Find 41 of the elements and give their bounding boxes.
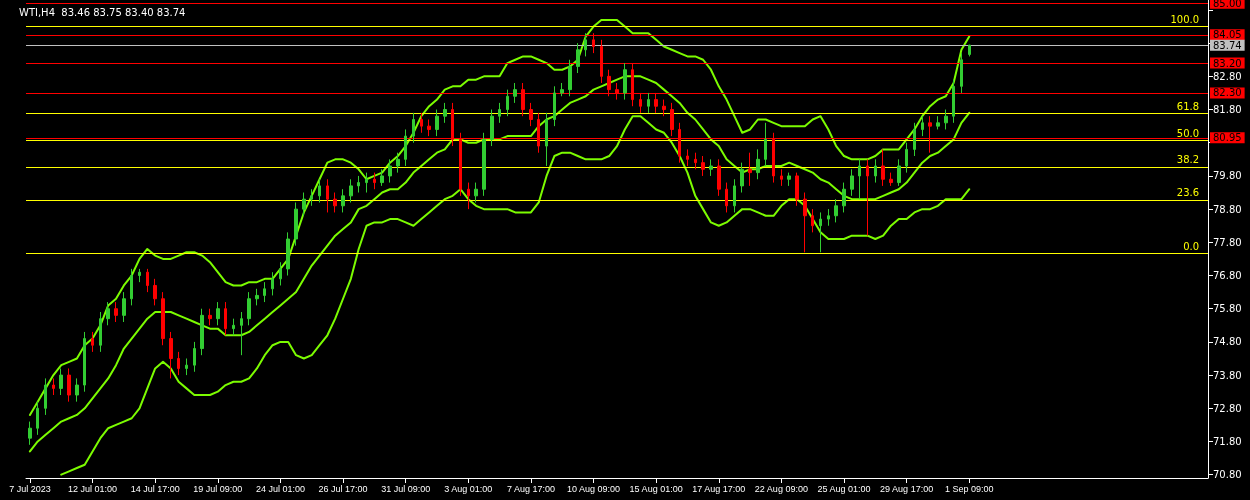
y-tick-label: 78.80 xyxy=(1213,203,1242,215)
y-tick-label: 79.80 xyxy=(1213,170,1242,182)
x-tick-label: 25 Aug 01:00 xyxy=(817,483,871,494)
annotation: 100.0 xyxy=(1170,14,1200,26)
y-tick-label: 74.80 xyxy=(1213,336,1242,348)
x-tick-label: 7 Jul 2023 xyxy=(9,483,51,494)
y-tick-label: 73.80 xyxy=(1213,369,1242,381)
x-tick-label: 10 Aug 09:00 xyxy=(566,483,621,494)
x-tick-label: 15 Aug 01:00 xyxy=(629,483,683,494)
x-tick-label: 17 Aug 17:00 xyxy=(692,483,746,494)
y-tick-label: 81.80 xyxy=(1213,104,1242,116)
annotation: 38.2 xyxy=(1176,154,1200,166)
x-tick-label: 14 Jul 17:00 xyxy=(130,483,180,494)
x-tick-label: 1 Sep 09:00 xyxy=(944,483,994,494)
x-tick-label: 29 Aug 17:00 xyxy=(880,483,934,494)
x-tick-label: 7 Aug 17:00 xyxy=(506,483,555,494)
ref-line-label: 84.05 xyxy=(1213,29,1242,41)
x-tick-label: 3 Aug 01:00 xyxy=(444,483,493,494)
ref-line-label: 85.00 xyxy=(1213,0,1242,9)
annotation: 0.0 xyxy=(1183,241,1200,253)
text: WTI,H4 83.46 83.75 83.40 83.74 xyxy=(19,6,186,18)
ref-line-label: 83.74 xyxy=(1213,39,1242,51)
y-tick-label: 75.80 xyxy=(1213,303,1242,315)
ref-line-label: 80.95 xyxy=(1213,132,1242,144)
y-tick-label: 70.80 xyxy=(1213,469,1242,481)
y-tick-label: 72.80 xyxy=(1213,402,1242,414)
x-tick-label: 26 Jul 17:00 xyxy=(318,483,368,494)
x-tick-label: 12 Jul 01:00 xyxy=(68,483,118,494)
annotation: 61.8 xyxy=(1176,100,1200,112)
y-tick-label: 82.80 xyxy=(1213,70,1242,82)
ref-line-label: 82.30 xyxy=(1213,87,1242,99)
x-tick-label: 24 Jul 01:00 xyxy=(255,483,305,494)
y-tick-label: 71.80 xyxy=(1213,435,1242,447)
ref-line-label: 83.20 xyxy=(1213,57,1242,69)
annotation: 23.6 xyxy=(1176,187,1200,199)
y-tick-label: 76.80 xyxy=(1213,270,1242,282)
x-tick-label: 22 Aug 09:00 xyxy=(754,483,808,494)
y-tick-label: 77.80 xyxy=(1213,236,1242,248)
x-tick-label: 19 Jul 09:00 xyxy=(193,483,243,494)
annotation: 50.0 xyxy=(1176,127,1200,139)
x-tick-label: 31 Jul 09:00 xyxy=(381,483,431,494)
